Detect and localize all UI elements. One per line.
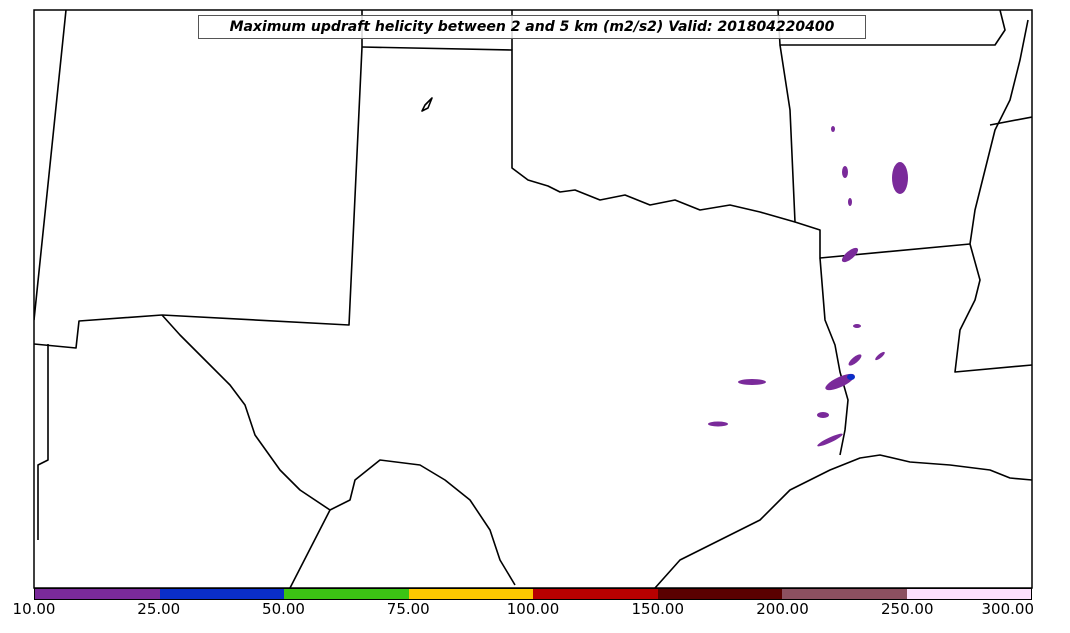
boundary-nm-tx: [161, 46, 363, 326]
boundary-mississippi: [954, 19, 1032, 373]
colorbar-labels: 10.00 25.00 50.00 75.00 100.00 150.00 200.00 25…: [13, 600, 1035, 624]
swath-arkansas-1: [892, 162, 908, 194]
colorbar-tick-label: 250.00: [881, 600, 934, 618]
swath-east-texas-2: [848, 354, 862, 366]
colorbar-segment: [782, 589, 907, 599]
colorbar-segment: [159, 589, 284, 599]
boundary-nm-south: [34, 314, 163, 349]
map-title: Maximum updraft helicity between 2 and 5…: [198, 15, 866, 39]
lake-feature: [421, 97, 433, 112]
swath-arkansas-4: [848, 198, 852, 206]
map-plot-area: [33, 9, 1033, 589]
boundary-rio-grande: [161, 314, 516, 586]
colorbar-segment: [284, 589, 409, 599]
colorbar-tick-label: 50.00: [262, 600, 305, 618]
colorbar-segment: [906, 589, 1031, 599]
coastline-gulf: [654, 454, 1032, 588]
helicity-swaths: [708, 126, 908, 447]
boundary-ok-tx: [361, 46, 796, 223]
colorbar-tick-label: 150.00: [631, 600, 685, 618]
swath-texas-2: [708, 421, 728, 427]
colorbar-tick-label: 300.00: [981, 600, 1035, 618]
swath-arkansas-2: [841, 247, 859, 263]
colorbar: [34, 588, 1032, 600]
boundary-az-nm: [37, 344, 49, 540]
colorbar-segment: [657, 589, 782, 599]
swath-texas-1: [738, 379, 766, 385]
colorbar-segment: [35, 589, 160, 599]
swath-louisiana-1: [853, 324, 861, 328]
colorbar-segment: [408, 589, 533, 599]
swath-texas-4: [817, 433, 843, 447]
colorbar-tick-label: 25.00: [137, 600, 181, 618]
boundary-ms: [989, 116, 1032, 126]
colorbar-tick-label: 75.00: [386, 600, 430, 618]
colorbar-tick-label: 10.00: [12, 600, 56, 618]
colorbar-segment: [533, 589, 658, 599]
swath-core-1: [847, 374, 855, 380]
boundary-co-ut: [34, 10, 67, 321]
colorbar-tick-label: 200.00: [756, 600, 809, 618]
swath-texas-3: [817, 412, 829, 418]
boundary-tx-la: [819, 257, 849, 456]
colorbar-tick-label: 100.00: [506, 600, 560, 618]
swath-arkansas-3: [842, 166, 848, 178]
boundary-mexico: [289, 509, 331, 588]
swath-missouri-1: [831, 126, 835, 132]
swath-louisiana-2: [875, 351, 885, 361]
